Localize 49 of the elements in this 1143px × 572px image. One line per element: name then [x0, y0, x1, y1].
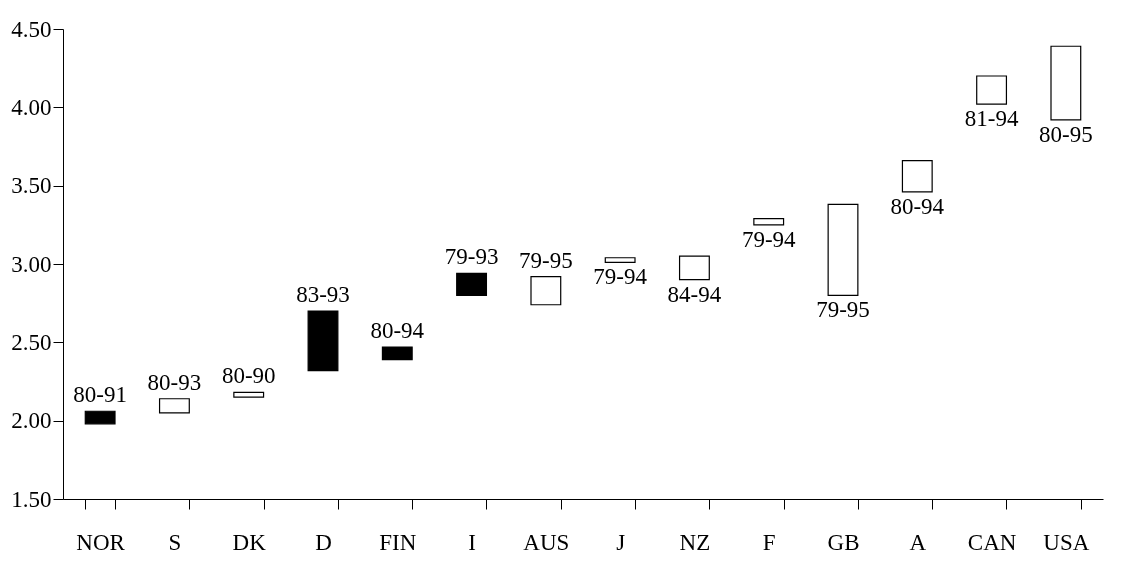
bar: [381, 346, 413, 361]
bar: [976, 75, 1008, 105]
bar: [158, 398, 190, 414]
bar: [233, 391, 265, 398]
bar: [456, 272, 488, 296]
bar: [753, 217, 785, 226]
x-tick-label: A: [909, 529, 927, 555]
bar: [604, 257, 636, 264]
y-tick-label: 4.00: [11, 94, 52, 120]
x-tick-label: S: [168, 529, 182, 555]
x-tick-label: GB: [827, 529, 860, 555]
x-tick-label: NOR: [76, 529, 126, 555]
bar: [678, 255, 710, 281]
bar: [530, 275, 562, 306]
data-label: 83-93: [296, 282, 350, 307]
y-tick-label: 1.50: [11, 486, 52, 512]
data-label: 80-95: [1039, 121, 1093, 147]
data-label: 80-94: [890, 193, 945, 219]
y-tick-label: 3.00: [11, 251, 52, 277]
data-label: 80-91: [73, 382, 127, 408]
x-tick-label: I: [468, 529, 476, 555]
x-tick-label: DK: [232, 529, 267, 555]
data-label: 80-93: [147, 369, 202, 395]
data-label: 79-93: [444, 244, 499, 270]
data-label: 81-94: [964, 106, 1019, 132]
data-label: 79-95: [816, 297, 870, 323]
data-label: 80-94: [370, 318, 425, 344]
x-tick-label: F: [762, 529, 776, 555]
bar: [827, 203, 859, 296]
bar: [307, 310, 339, 372]
y-tick-label: 4.50: [11, 16, 52, 42]
bar: [84, 410, 116, 425]
x-tick-label: USA: [1043, 529, 1090, 555]
bar: [1050, 45, 1082, 121]
x-tick-label: J: [616, 529, 626, 555]
y-tick-label: 3.50: [11, 173, 52, 199]
data-label: 79-94: [593, 264, 648, 290]
y-tick-label: 2.00: [11, 408, 52, 434]
x-tick-label: D: [315, 529, 332, 555]
x-tick-label: CAN: [967, 529, 1017, 555]
data-label: 79-95: [519, 247, 573, 273]
data-label: 80-90: [221, 363, 276, 389]
data-label: 79-94: [741, 226, 797, 252]
x-tick-label: FIN: [379, 529, 417, 555]
x-tick-label: AUS: [523, 529, 570, 555]
bar: [901, 160, 933, 193]
x-tick-label: NZ: [679, 529, 711, 555]
y-tick-label: 2.50: [11, 329, 52, 355]
data-label: 84-94: [667, 281, 722, 307]
